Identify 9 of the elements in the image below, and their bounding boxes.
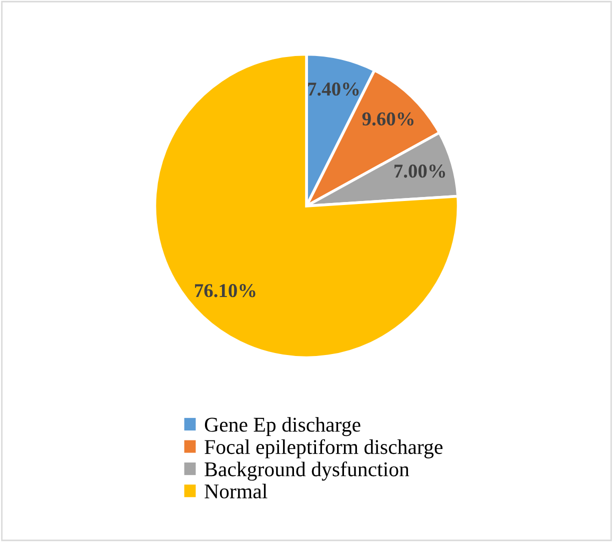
data-label: 7.40% xyxy=(308,82,359,96)
legend-label: Gene Ep discharge xyxy=(204,417,360,436)
legend-label: Background dysfunction xyxy=(204,461,410,481)
legend-label: Focal epileptiform discharge xyxy=(204,439,442,458)
pie-slice xyxy=(153,52,460,360)
legend-label: Normal xyxy=(204,484,268,498)
data-label: 7.00% xyxy=(394,164,446,178)
data-label: 76.10% xyxy=(195,284,256,298)
data-label: 9.60% xyxy=(362,112,414,126)
